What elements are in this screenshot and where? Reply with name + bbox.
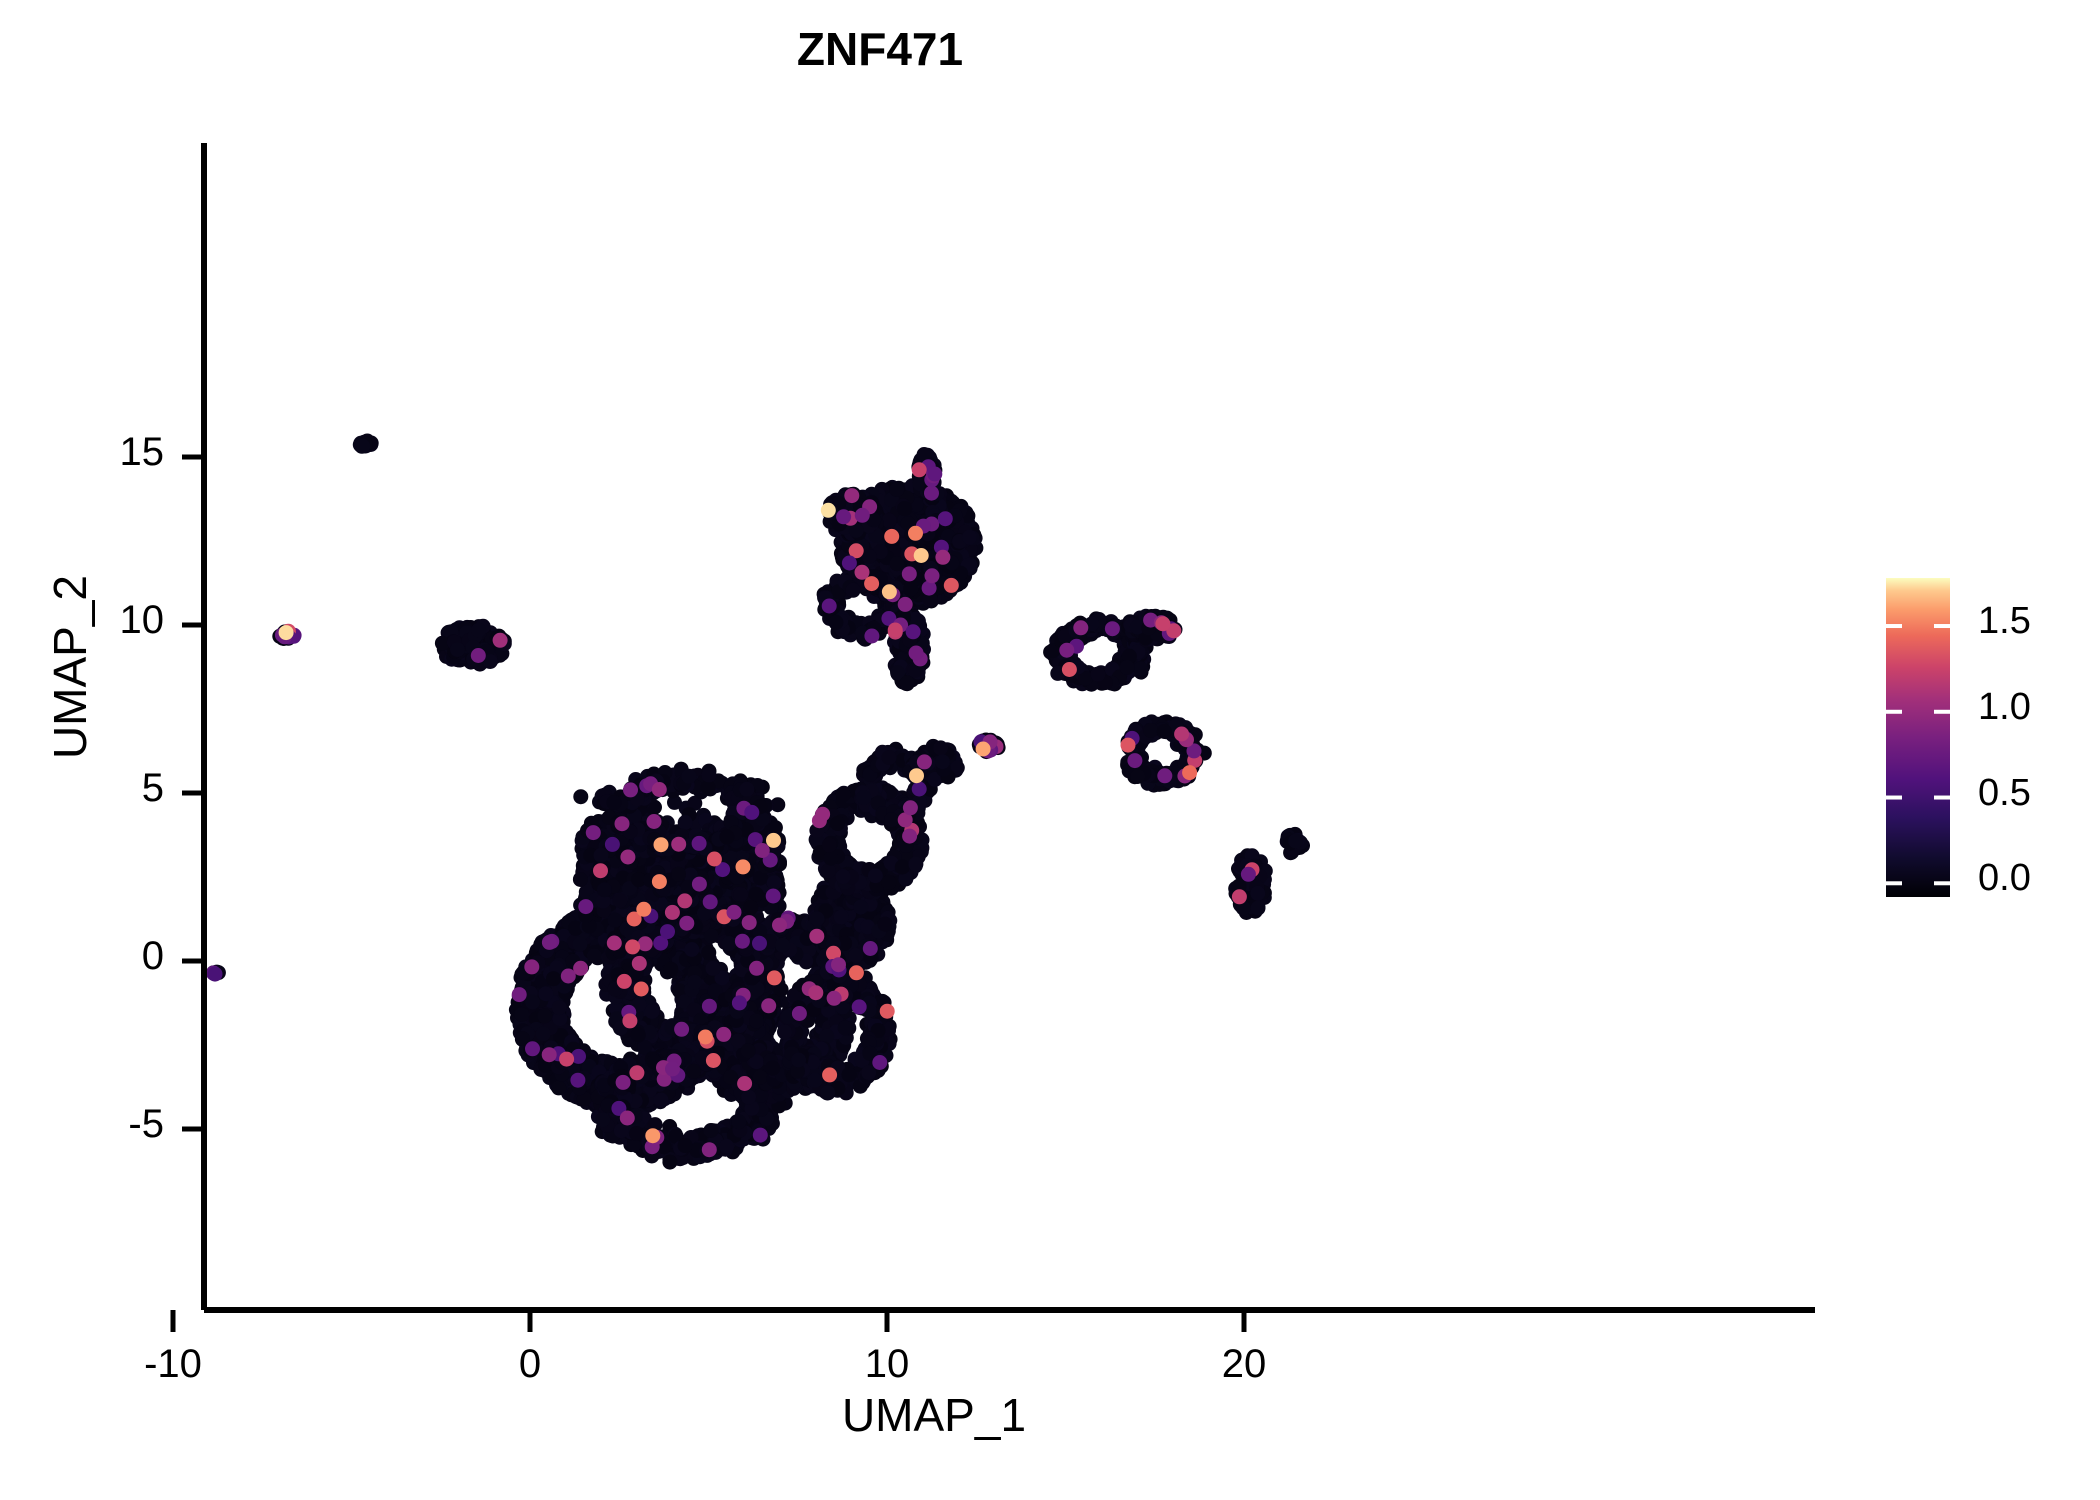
scatter-point: [630, 1027, 646, 1043]
scatter-point: [739, 781, 755, 797]
scatter-point: [552, 1011, 568, 1027]
scatter-point: [629, 1126, 645, 1141]
scatter-point: [568, 920, 584, 936]
scatter-point: [731, 1114, 747, 1130]
scatter-point: [671, 866, 686, 882]
scatter-point: [662, 1154, 678, 1170]
scatter-point: [514, 1007, 530, 1022]
scatter-point: [707, 983, 723, 999]
scatter-point: [719, 1138, 735, 1154]
scatter-point: [606, 795, 622, 810]
scatter-point: [663, 961, 679, 977]
scatter-point: [537, 1008, 553, 1024]
scatter-point: [572, 872, 588, 887]
scatter-point: [677, 815, 693, 830]
scatter-point: [551, 1000, 567, 1016]
scatter-point: [684, 942, 700, 957]
scatter-point: [741, 1089, 757, 1105]
scatter-point: [535, 1026, 551, 1042]
scatter-point: [687, 974, 703, 990]
page-title: ZNF471: [796, 23, 964, 75]
scatter-point: [612, 893, 628, 909]
scatter-point: [721, 936, 737, 951]
scatter-point: [515, 1031, 530, 1047]
scatter-point: [586, 948, 602, 964]
scatter-point: [681, 768, 697, 784]
scatter-point: [723, 1069, 739, 1085]
scatter-point: [644, 1004, 660, 1019]
scatter-point: [701, 945, 717, 961]
scatter-point: [748, 886, 764, 902]
scatter-point: [596, 882, 612, 898]
scatter-point: [572, 936, 588, 952]
scatter-point: [766, 875, 782, 891]
scatter-point: [743, 900, 759, 916]
scatter-point: [525, 994, 540, 1010]
scatter-point: [607, 912, 623, 928]
data-points: [206, 433, 1310, 1170]
scatter-point: [733, 887, 749, 902]
scatter-point: [705, 960, 721, 976]
scatter-point: [686, 1063, 702, 1079]
scatter-point: [538, 986, 554, 1002]
scatter-point: [546, 971, 561, 987]
scatter-point: [714, 970, 730, 986]
scatter-point: [703, 1123, 719, 1138]
scatter-point: [701, 767, 717, 783]
scatter-point: [653, 1092, 669, 1108]
scatter-point: [593, 847, 609, 863]
scatter-point: [573, 789, 589, 805]
scatter-point: [595, 1112, 611, 1128]
scatter-point: [719, 829, 735, 845]
scatter-point: [677, 1138, 693, 1153]
x-axis-label: UMAP_1: [841, 1389, 1027, 1441]
scatter-point: [551, 1080, 567, 1096]
